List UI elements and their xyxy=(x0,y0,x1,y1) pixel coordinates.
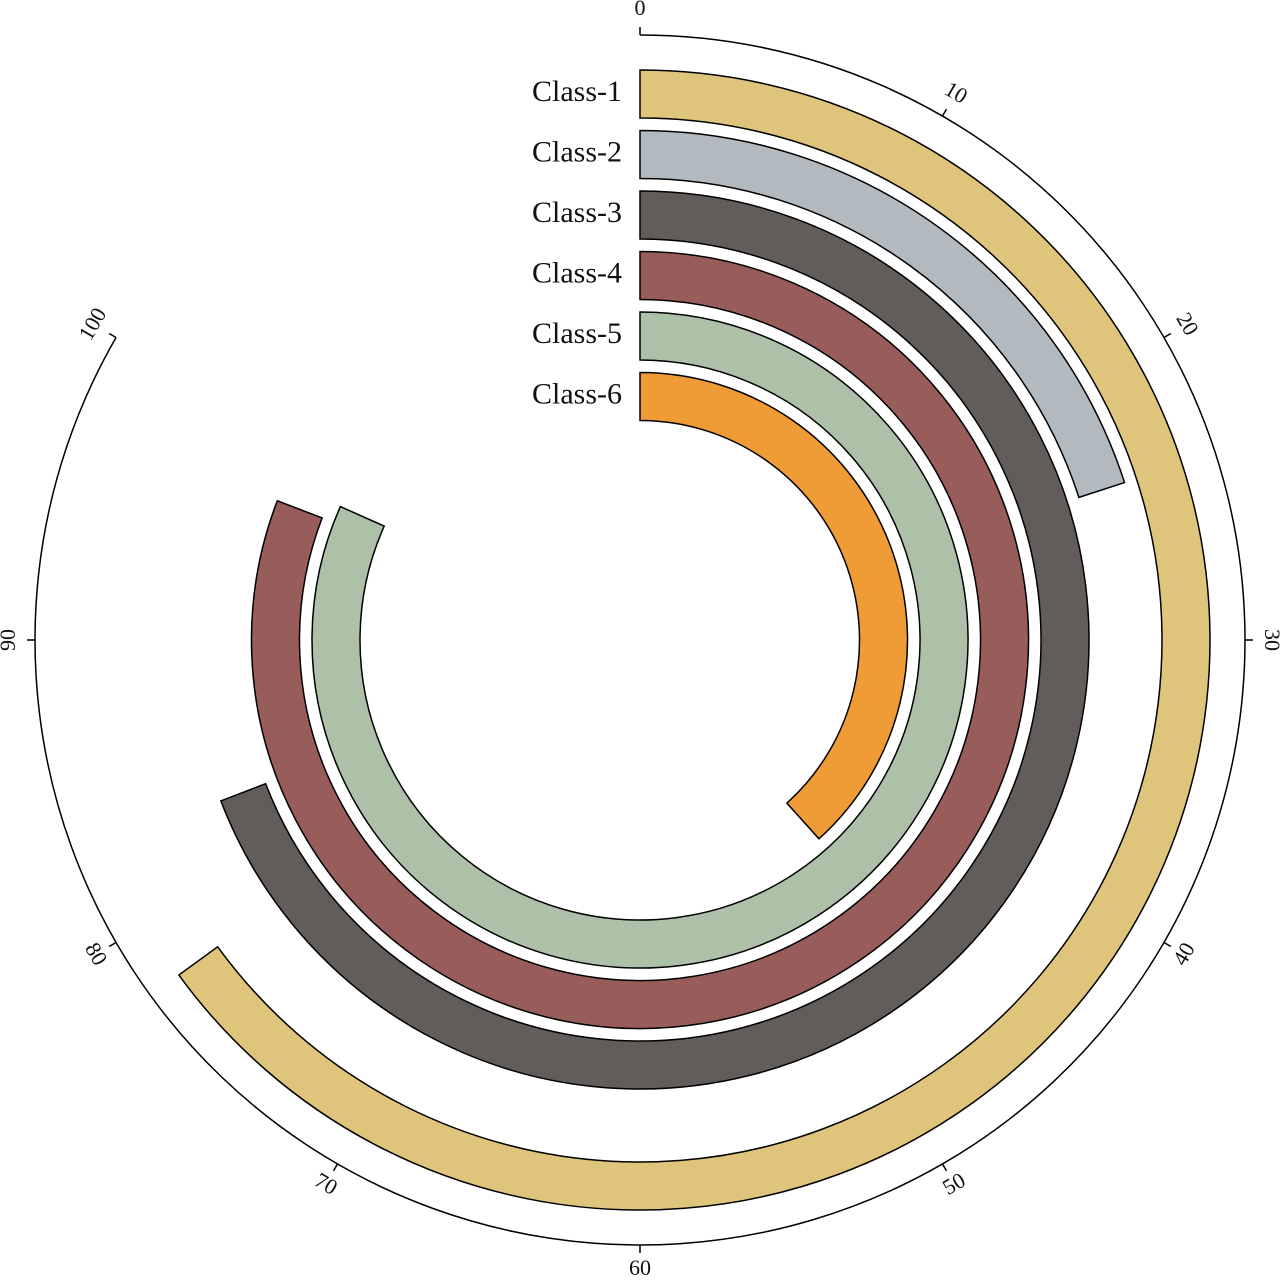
x-tick-label: 40 xyxy=(1167,938,1200,970)
tick-mark xyxy=(1163,332,1172,339)
category-label: Class-1 xyxy=(532,75,622,108)
x-tick-label: 90 xyxy=(0,629,20,651)
x-tick-label: 30 xyxy=(1260,629,1281,651)
category-label: Class-4 xyxy=(532,256,622,289)
tick-mark xyxy=(332,1163,339,1172)
tick-mark xyxy=(941,108,948,117)
tick-mark xyxy=(1163,941,1172,948)
x-tick-label: 50 xyxy=(938,1167,970,1200)
x-tick-label: 70 xyxy=(310,1167,342,1200)
tick-mark xyxy=(108,941,117,948)
bar xyxy=(177,69,1211,1211)
tick-mark xyxy=(108,332,117,339)
category-label: Class-2 xyxy=(532,135,622,168)
bar xyxy=(311,311,969,969)
axis-line xyxy=(34,34,1246,1246)
category-label: Class-3 xyxy=(532,196,622,229)
bar xyxy=(219,190,1090,1090)
x-tick-label: 0 xyxy=(635,0,646,20)
x-tick-label: 20 xyxy=(1171,308,1204,340)
x-tick-label: 80 xyxy=(80,938,113,970)
category-label: Class-6 xyxy=(532,377,622,410)
bar xyxy=(250,250,1030,1030)
x-tick-label: 60 xyxy=(629,1255,651,1280)
bar xyxy=(639,129,1126,499)
tick-mark xyxy=(941,1163,948,1172)
x-tick-label: 10 xyxy=(940,76,972,109)
x-tick-label: 100 xyxy=(73,303,111,344)
bar xyxy=(639,371,909,840)
category-label: Class-5 xyxy=(532,317,622,350)
